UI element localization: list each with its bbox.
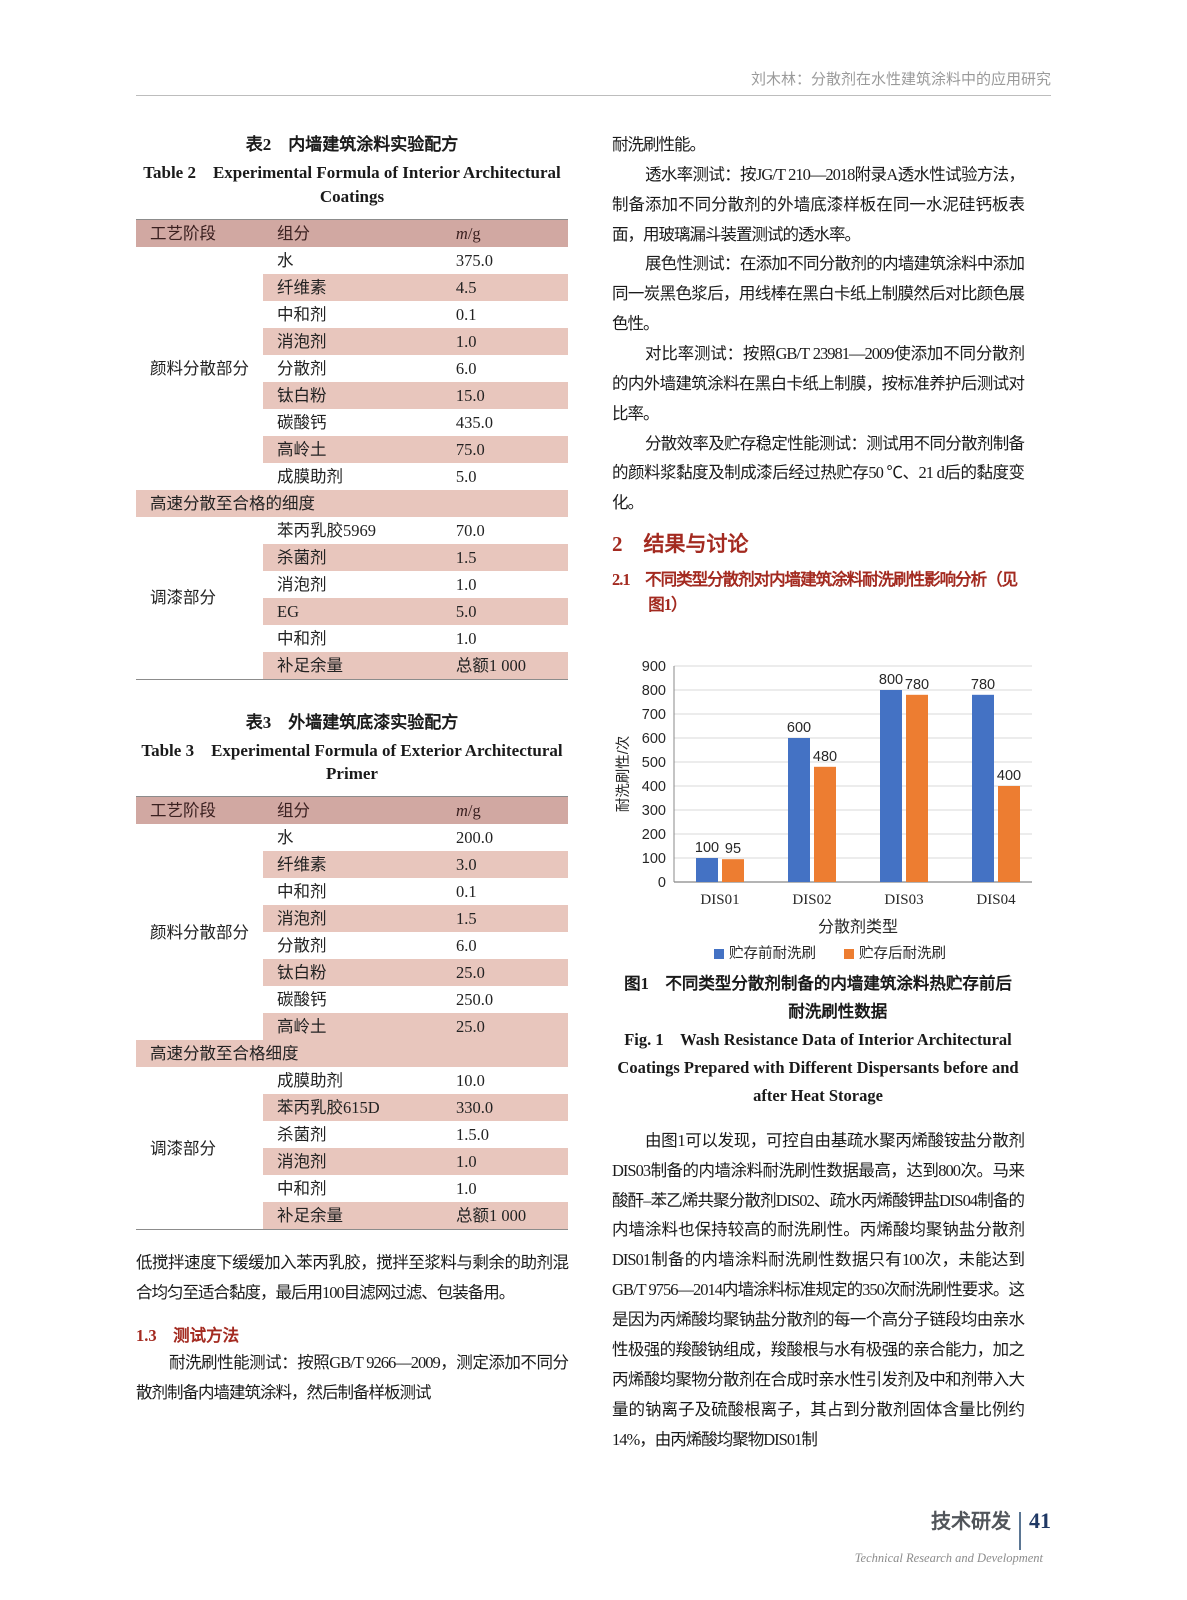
svg-text:480: 480 [813,748,837,764]
svg-text:900: 900 [642,659,666,675]
svg-text:700: 700 [642,707,666,723]
svg-text:500: 500 [642,755,666,771]
svg-text:100: 100 [695,840,719,856]
svg-text:400: 400 [997,768,1021,784]
svg-text:DIS04: DIS04 [976,892,1016,908]
svg-text:DIS01: DIS01 [700,892,739,908]
svg-text:780: 780 [905,676,929,692]
svg-text:780: 780 [971,676,995,692]
svg-text:DIS03: DIS03 [884,892,923,908]
svg-text:100: 100 [642,851,666,867]
svg-text:600: 600 [787,720,811,736]
svg-text:600: 600 [642,731,666,747]
svg-text:800: 800 [879,672,903,688]
svg-text:贮存后耐洗刷: 贮存后耐洗刷 [859,945,946,962]
svg-text:400: 400 [642,779,666,795]
svg-text:贮存前耐洗刷: 贮存前耐洗刷 [729,945,816,962]
svg-text:300: 300 [642,803,666,819]
svg-text:DIS02: DIS02 [792,892,831,908]
svg-text:800: 800 [642,683,666,699]
svg-text:200: 200 [642,827,666,843]
svg-text:分散剂类型: 分散剂类型 [818,918,898,936]
svg-text:耐洗刷性/次: 耐洗刷性/次 [615,735,632,812]
svg-text:95: 95 [725,841,741,857]
svg-text:0: 0 [658,875,666,891]
